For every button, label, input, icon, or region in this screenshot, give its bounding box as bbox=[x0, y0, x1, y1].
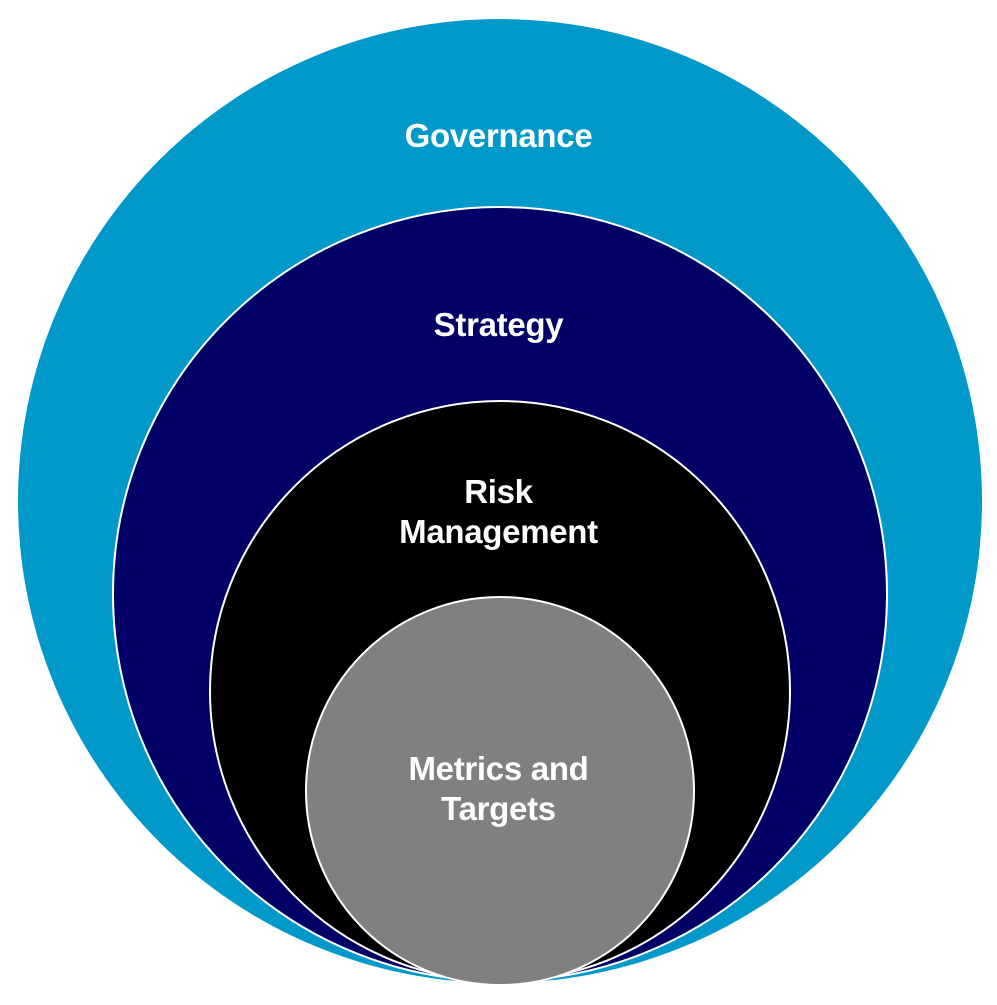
strategy-label: Strategy bbox=[0, 305, 997, 345]
metrics-and-targets-label: Metrics and Targets bbox=[0, 749, 997, 829]
metrics-and-targets-label-line-2: Targets bbox=[441, 790, 556, 827]
metrics-and-targets-label-line-1: Metrics and bbox=[408, 750, 589, 787]
strategy-label-line: Strategy bbox=[433, 306, 564, 343]
governance-label-line: Governance bbox=[404, 117, 593, 154]
risk-management-label-line-2: Management bbox=[399, 513, 598, 550]
risk-management-label-line-1: Risk bbox=[464, 473, 533, 510]
metrics-and-targets-circle bbox=[305, 596, 695, 986]
governance-label: Governance bbox=[0, 116, 997, 156]
risk-management-label: Risk Management bbox=[0, 472, 997, 552]
